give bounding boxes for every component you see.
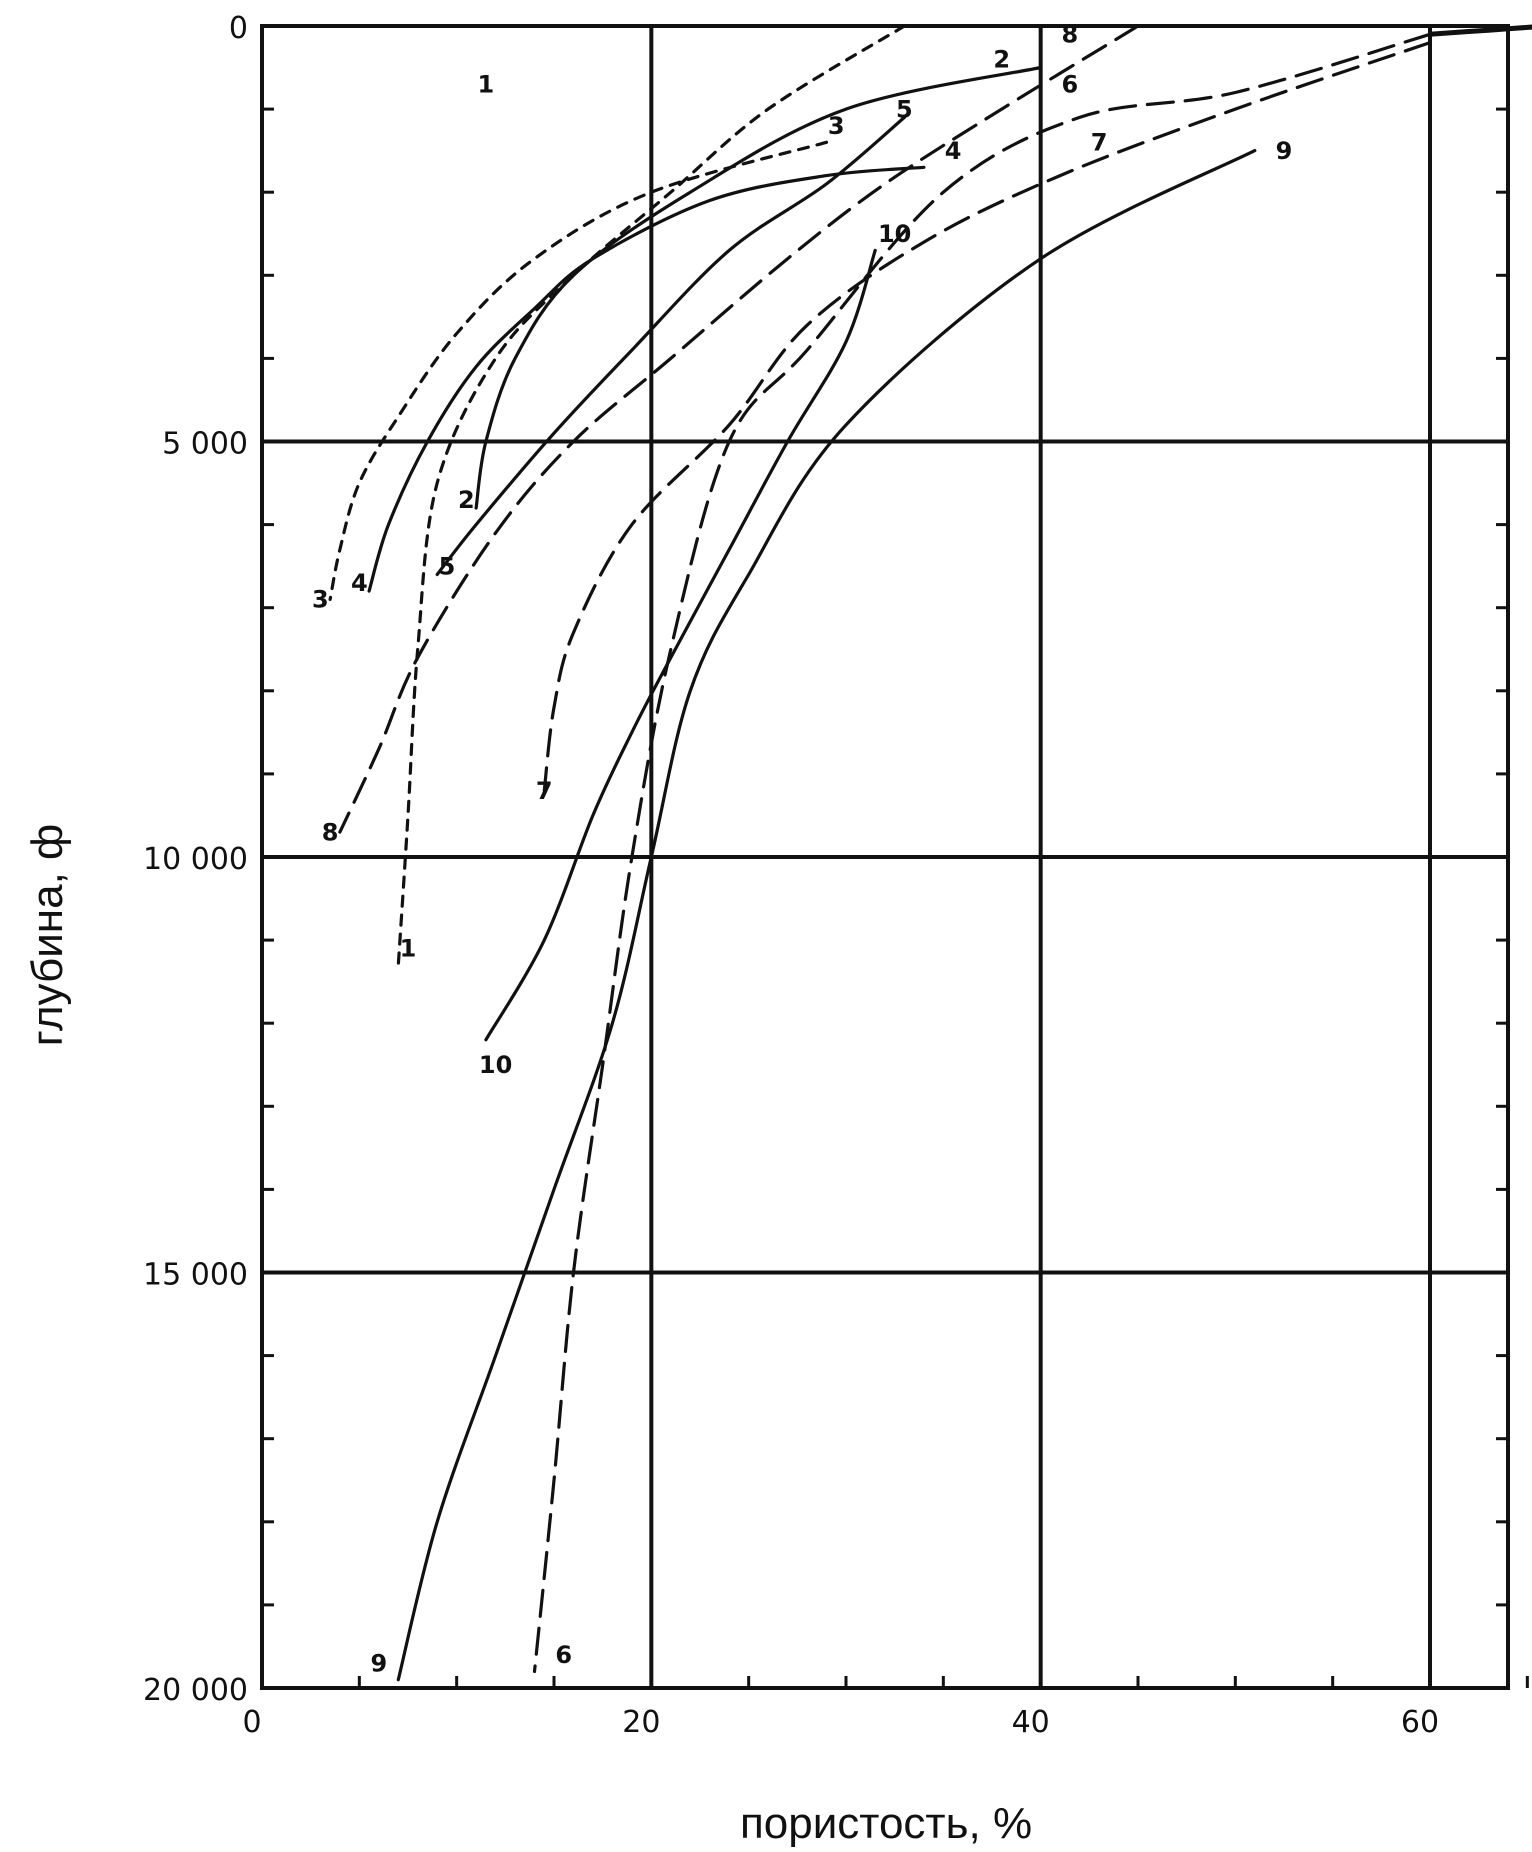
- curve-top-flourish: [1429, 24, 1532, 37]
- curve-8: [338, 24, 1140, 834]
- curve-4: [367, 165, 926, 593]
- curve-label-3: 3: [828, 112, 845, 140]
- curve-label-9: 9: [370, 1649, 387, 1677]
- curve-3: [328, 140, 829, 601]
- grid: [262, 26, 1508, 1688]
- curve-label-2: 2: [458, 486, 475, 514]
- curve-6: [532, 32, 1432, 1673]
- curve-label-1: 1: [478, 70, 495, 98]
- curve-label-9: 9: [1276, 137, 1293, 165]
- y-tick-label: 5 000: [162, 427, 248, 462]
- x-tick-label: 40: [1012, 1705, 1050, 1740]
- x-axis-title: пористость, %: [740, 1799, 1032, 1848]
- axis-tick-labels: 0 20 40 60 0 5 000 10 000 15 000 20 000: [143, 11, 1439, 1740]
- curve-label-4: 4: [351, 569, 368, 597]
- y-tick-label: 0: [229, 11, 248, 46]
- y-tick-label: 20 000: [143, 1673, 248, 1708]
- curve-label-4: 4: [945, 137, 962, 165]
- x-tick-label: 20: [622, 1705, 660, 1740]
- y-tick-label: 15 000: [143, 1258, 248, 1293]
- y-tick-label: 10 000: [143, 842, 248, 877]
- curve-9: [396, 149, 1257, 1682]
- x-tick-label: 0: [242, 1705, 261, 1740]
- x-tick-label: 60: [1401, 1705, 1439, 1740]
- curve-label-1: 1: [400, 935, 417, 963]
- curve-7: [542, 41, 1432, 793]
- curve-5: [435, 115, 906, 577]
- curve-label-5: 5: [896, 95, 913, 123]
- curve-1: [396, 24, 906, 967]
- curve-label-10: 10: [878, 220, 911, 248]
- curve-10: [484, 248, 877, 1042]
- minor-ticks: [262, 107, 1529, 1688]
- curve-label-7: 7: [536, 777, 553, 805]
- curve-2: [474, 65, 1043, 510]
- y-axis-title: глубина, ф: [23, 824, 72, 1046]
- curve-label-6: 6: [1062, 70, 1079, 98]
- curve-label-6: 6: [555, 1641, 572, 1669]
- plot-frame: [260, 24, 1510, 1690]
- curve-label-3: 3: [312, 586, 329, 614]
- curve-label-5: 5: [439, 552, 456, 580]
- curve-label-2: 2: [993, 46, 1010, 74]
- curve-label-8: 8: [322, 818, 339, 846]
- curve-label-10: 10: [479, 1051, 512, 1079]
- curves: [328, 24, 1532, 1682]
- curve-label-7: 7: [1091, 129, 1108, 157]
